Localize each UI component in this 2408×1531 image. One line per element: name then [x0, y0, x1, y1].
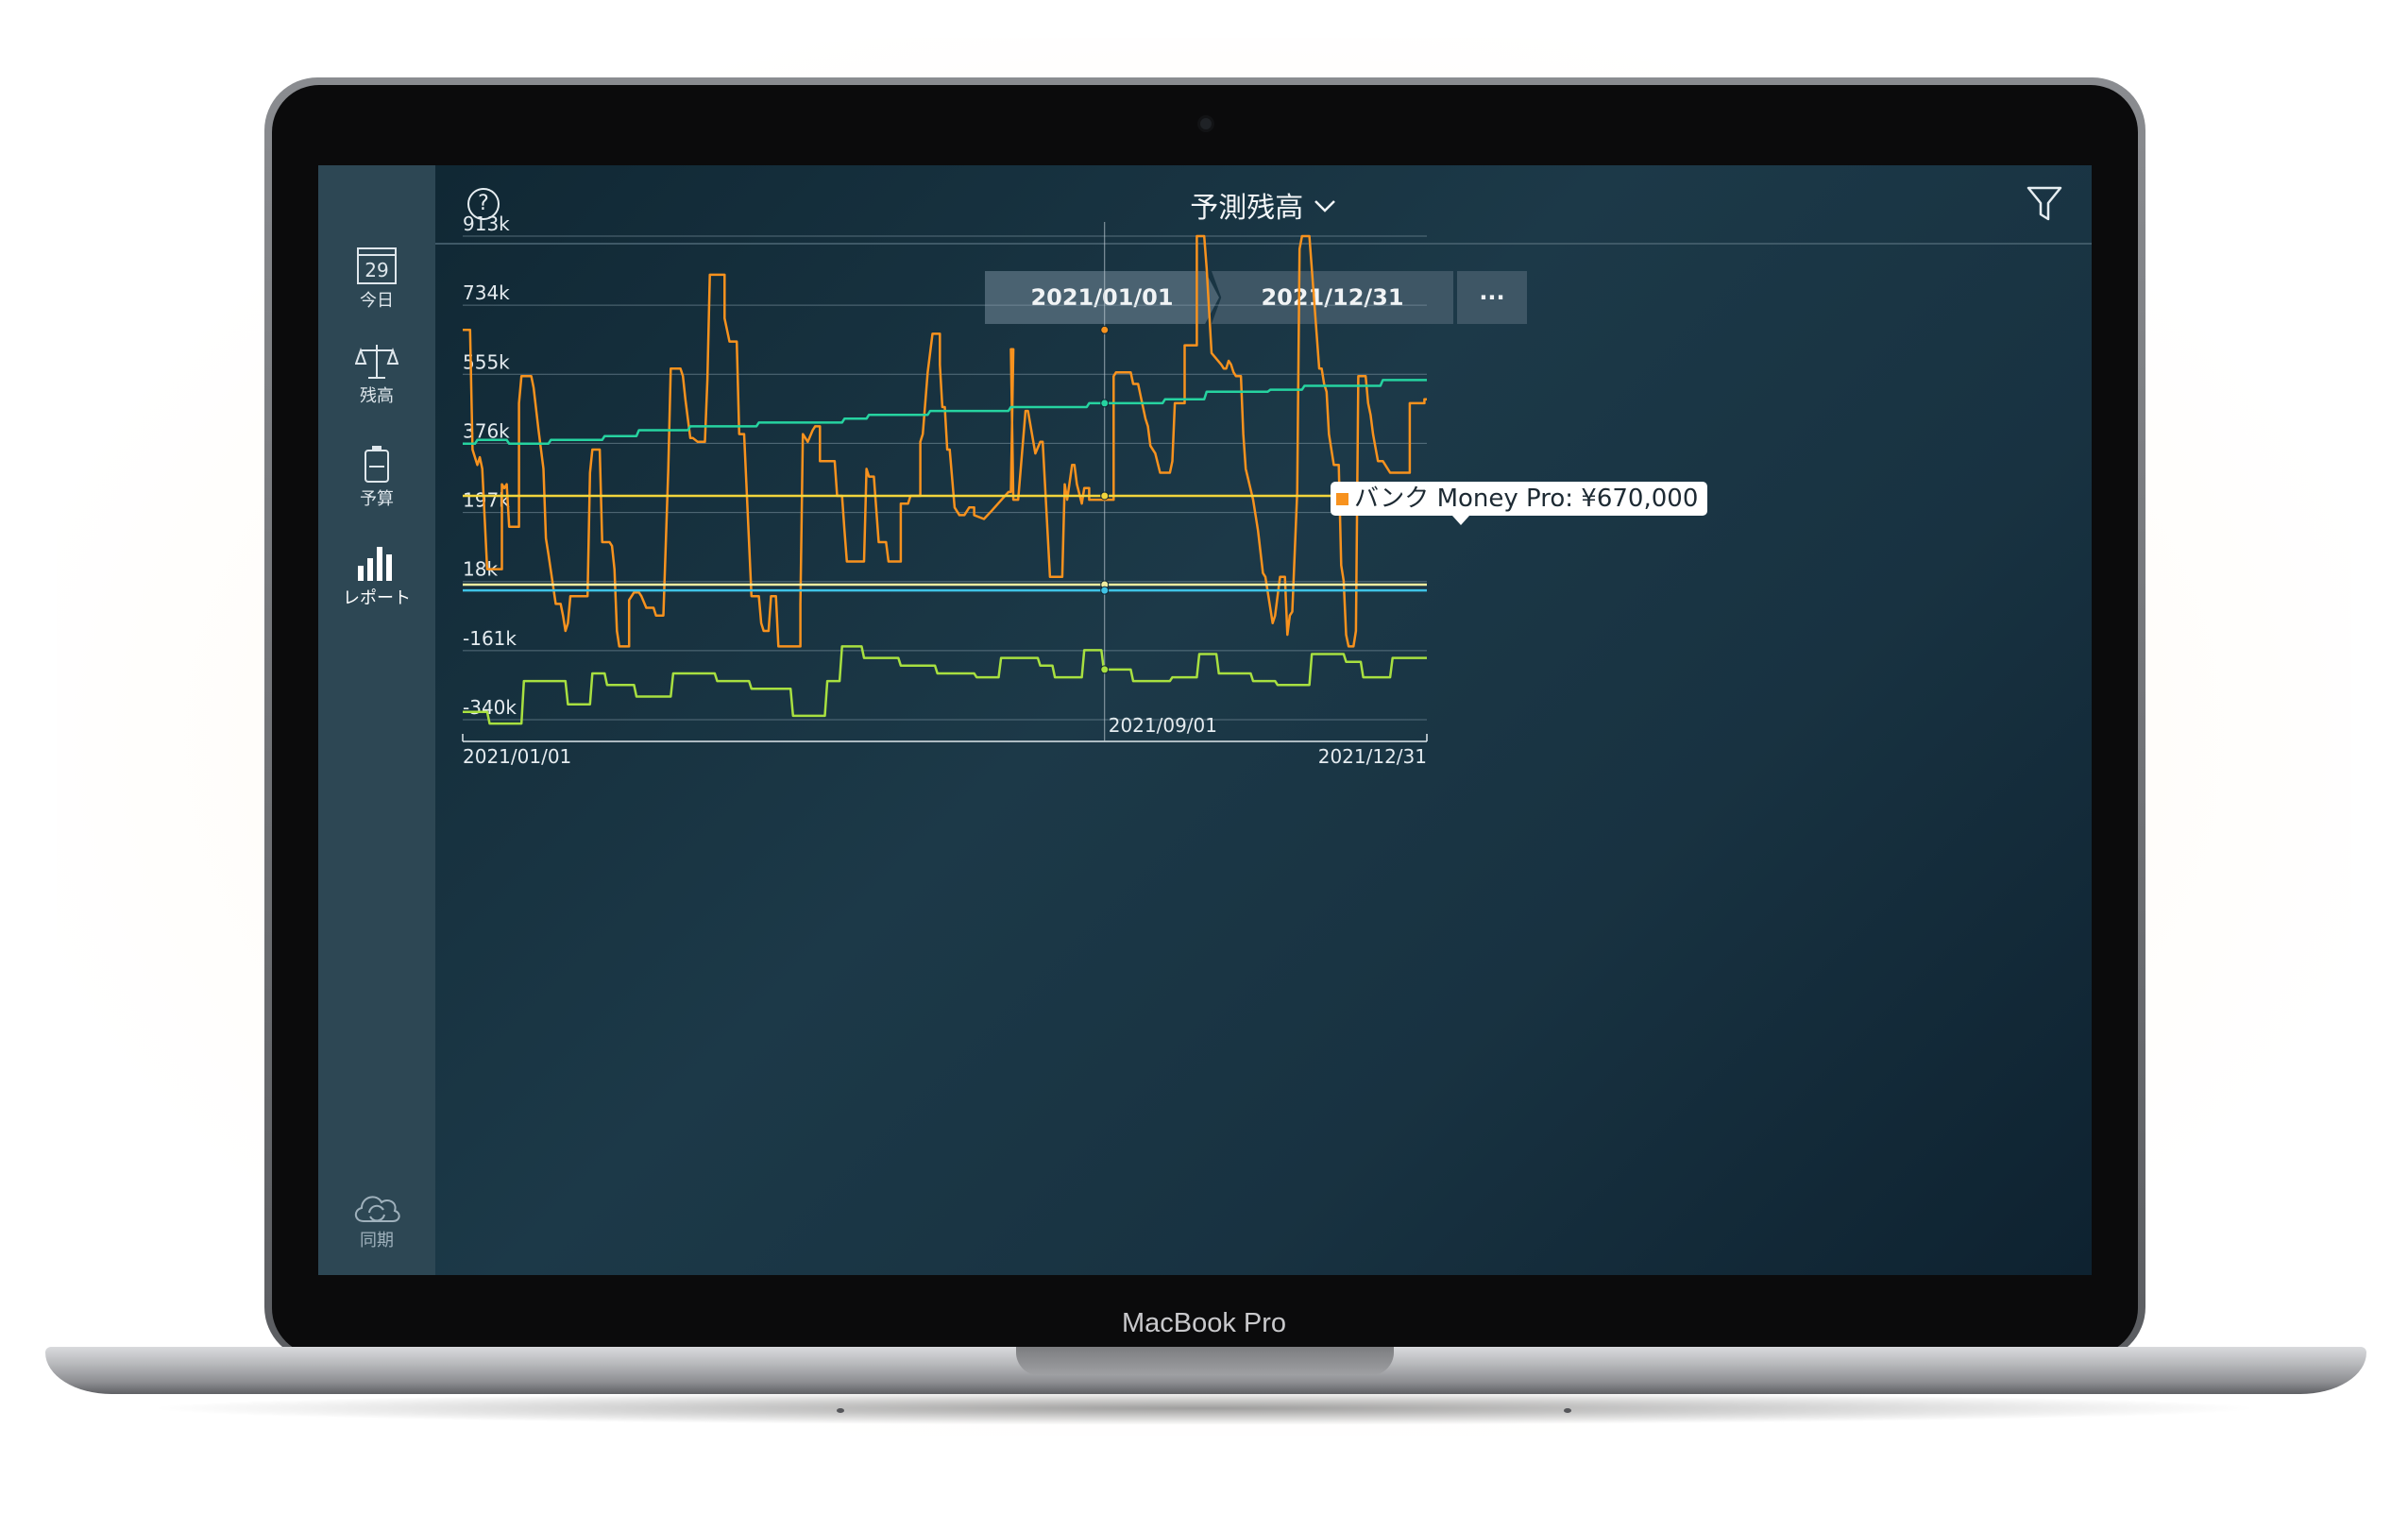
camera-icon — [1200, 118, 1212, 129]
app-screen: 29 今日 残高 予算 — [318, 165, 2092, 1275]
y-tick-label: 376k — [463, 419, 510, 442]
y-tick-label: -340k — [463, 696, 517, 719]
page-title: 予測残高 — [1190, 192, 1304, 225]
x-tick-label: 2021/12/31 — [1318, 745, 1427, 768]
series-line — [463, 645, 1427, 725]
laptop-foot — [837, 1408, 844, 1413]
calendar-icon: 29 — [357, 247, 397, 284]
date-more-button[interactable]: ··· — [1457, 271, 1527, 324]
main-panel: ? 予測残高 2021/01/01 2021/12/31 ··· 913k 734… — [435, 165, 2092, 1275]
y-tick-label: -161k — [463, 627, 517, 650]
series-line — [463, 234, 1427, 648]
sidebar-item-budget[interactable]: 予算 — [318, 444, 435, 510]
laptop-shadow — [142, 1391, 2266, 1425]
battery-icon — [365, 446, 389, 483]
tooltip-swatch — [1336, 493, 1348, 505]
sidebar-item-sync[interactable]: 同期 — [318, 1187, 435, 1251]
crosshair-marker — [1100, 665, 1110, 674]
tooltip-arrow — [1452, 516, 1469, 525]
crosshair-marker — [1100, 586, 1110, 595]
x-tick-label: 2021/01/01 — [463, 745, 571, 768]
crosshair-marker — [1100, 491, 1110, 501]
sidebar-item-reports[interactable]: レポート — [318, 543, 435, 609]
sidebar-item-label: レポート — [343, 588, 411, 608]
bar-chart-icon — [358, 547, 392, 581]
sidebar-item-today[interactable]: 29 今日 — [318, 246, 435, 312]
date-start-button[interactable]: 2021/01/01 — [985, 271, 1219, 324]
sidebar-item-label: 予算 — [360, 489, 394, 509]
tooltip-text: バンク Money Pro: ¥670,000 — [1354, 485, 1699, 513]
help-button[interactable]: ? — [467, 188, 500, 220]
scales-icon — [355, 345, 399, 379]
sidebar-item-label: 今日 — [360, 291, 394, 311]
forecast-chart[interactable]: 913k 734k 555k 376k 197k 18k -161k -340k 2021/01… — [435, 165, 2092, 1275]
chart-svg: 913k734k555k376k197k18k-161k-340k2021/01… — [462, 213, 1428, 768]
sidebar-item-balance[interactable]: 残高 — [318, 343, 435, 407]
chart-tooltip: バンク Money Pro: ¥670,000 — [1331, 482, 1708, 516]
top-bar: ? 予測残高 — [435, 165, 2092, 245]
sidebar-item-label: 残高 — [360, 386, 394, 406]
laptop-foot — [1564, 1408, 1571, 1413]
calendar-day-number: 29 — [365, 259, 388, 281]
series-line — [463, 379, 1427, 446]
filter-icon[interactable] — [2026, 184, 2063, 224]
chevron-down-icon — [1314, 200, 1335, 213]
date-end-button[interactable]: 2021/12/31 — [1212, 271, 1453, 324]
y-tick-label: 913k — [463, 213, 510, 235]
sidebar-item-label: 同期 — [360, 1231, 394, 1250]
sidebar: 29 今日 残高 予算 — [318, 165, 435, 1275]
crosshair-marker — [1100, 399, 1110, 408]
y-tick-label: 734k — [463, 281, 510, 304]
page-title-dropdown[interactable]: 予測残高 — [435, 184, 2092, 226]
laptop-notch — [1016, 1347, 1394, 1375]
cloud-sync-icon — [354, 1196, 400, 1222]
x-tick-label: 2021/09/01 — [1109, 714, 1217, 737]
device-label: MacBook Pro — [1121, 1308, 1287, 1338]
crosshair-marker — [1100, 325, 1110, 334]
